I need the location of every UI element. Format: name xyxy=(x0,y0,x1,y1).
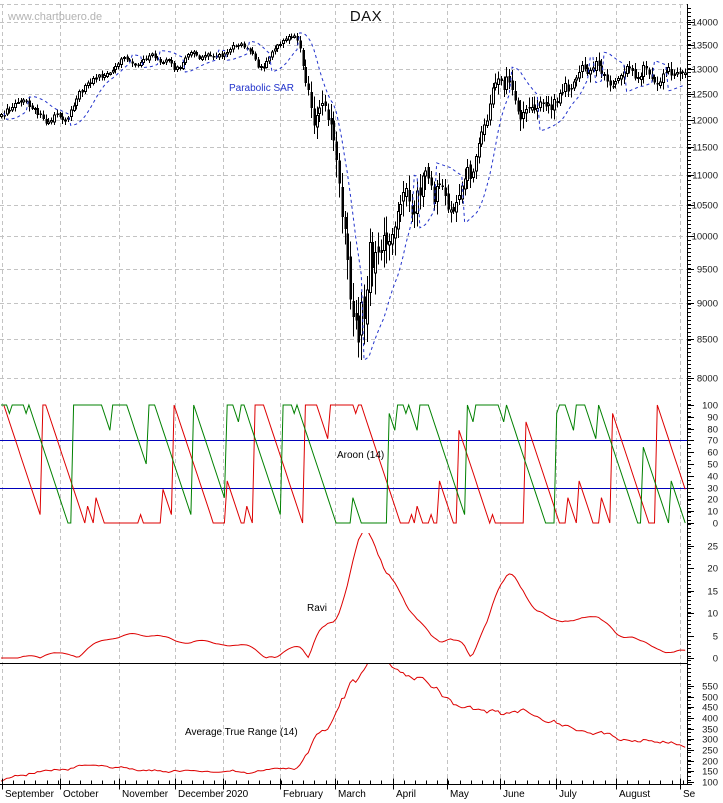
svg-text:0: 0 xyxy=(713,519,718,530)
aroon-label: Aroon (14) xyxy=(337,450,385,461)
svg-text:550: 550 xyxy=(702,682,718,693)
svg-text:October: October xyxy=(63,789,99,800)
svg-text:100: 100 xyxy=(702,401,718,412)
atr-label: Average True Range (14) xyxy=(185,727,298,738)
svg-text:300: 300 xyxy=(702,735,718,746)
svg-text:13000: 13000 xyxy=(692,65,718,76)
parabolic-sar-line xyxy=(3,32,686,361)
atr-line xyxy=(0,664,686,782)
svg-text:9500: 9500 xyxy=(697,265,718,276)
svg-text:August: August xyxy=(619,789,650,800)
svg-text:11500: 11500 xyxy=(692,143,718,154)
ravi-label: Ravi xyxy=(307,603,328,614)
svg-text:10000: 10000 xyxy=(692,232,718,243)
svg-text:60: 60 xyxy=(707,448,718,459)
svg-text:10: 10 xyxy=(707,609,718,620)
svg-text:25: 25 xyxy=(707,542,718,553)
svg-text:350: 350 xyxy=(702,725,718,736)
chart-title: DAX xyxy=(349,8,383,25)
svg-text:80: 80 xyxy=(707,425,718,436)
aroon-up-line xyxy=(1,403,686,524)
candles-layer xyxy=(0,32,687,360)
svg-text:8000: 8000 xyxy=(697,374,718,385)
aroon-down-line xyxy=(1,404,686,525)
x-axis-month-labels: September October November December 2020 Febr… xyxy=(5,789,696,800)
gridlines xyxy=(0,4,687,783)
svg-text:5: 5 xyxy=(713,632,718,643)
svg-text:12500: 12500 xyxy=(692,90,718,101)
svg-text:450: 450 xyxy=(702,703,718,714)
svg-text:100: 100 xyxy=(702,778,718,789)
svg-text:September: September xyxy=(5,789,55,800)
svg-text:90: 90 xyxy=(707,413,718,424)
svg-text:May: May xyxy=(450,789,469,800)
svg-text:70: 70 xyxy=(707,436,718,447)
svg-text:40: 40 xyxy=(707,472,718,483)
svg-text:250: 250 xyxy=(702,746,718,757)
svg-text:June: June xyxy=(503,789,525,800)
svg-text:11000: 11000 xyxy=(692,171,718,182)
svg-text:30: 30 xyxy=(707,484,718,495)
watermark: www.chartbuero.de xyxy=(8,11,103,23)
svg-text:July: July xyxy=(559,789,577,800)
svg-text:November: November xyxy=(122,789,169,800)
aroon-reference-lines xyxy=(0,440,687,489)
svg-text:10500: 10500 xyxy=(692,201,718,212)
svg-text:March: March xyxy=(338,789,366,800)
svg-text:15: 15 xyxy=(707,587,718,598)
svg-text:14000: 14000 xyxy=(692,18,718,29)
svg-text:0: 0 xyxy=(713,654,718,665)
svg-text:12000: 12000 xyxy=(692,116,718,127)
svg-text:2020: 2020 xyxy=(226,789,249,800)
svg-text:20: 20 xyxy=(707,495,718,506)
svg-text:April: April xyxy=(396,789,416,800)
svg-text:13500: 13500 xyxy=(692,41,718,52)
svg-text:December: December xyxy=(178,789,225,800)
svg-text:150: 150 xyxy=(702,767,718,778)
y-axis-tick-labels: 1400013500130001250012000115001100010500… xyxy=(692,18,718,789)
svg-text:20: 20 xyxy=(707,564,718,575)
svg-text:8500: 8500 xyxy=(697,335,718,346)
svg-text:500: 500 xyxy=(702,693,718,704)
svg-text:200: 200 xyxy=(702,757,718,768)
ravi-line xyxy=(1,533,686,659)
svg-text:Se: Se xyxy=(683,789,696,800)
svg-text:50: 50 xyxy=(707,460,718,471)
parabolic-sar-label: Parabolic SAR xyxy=(229,83,295,94)
svg-text:February: February xyxy=(283,789,323,800)
svg-text:400: 400 xyxy=(702,714,718,725)
axes xyxy=(0,4,694,790)
svg-text:10: 10 xyxy=(707,507,718,518)
svg-text:9000: 9000 xyxy=(697,299,718,310)
